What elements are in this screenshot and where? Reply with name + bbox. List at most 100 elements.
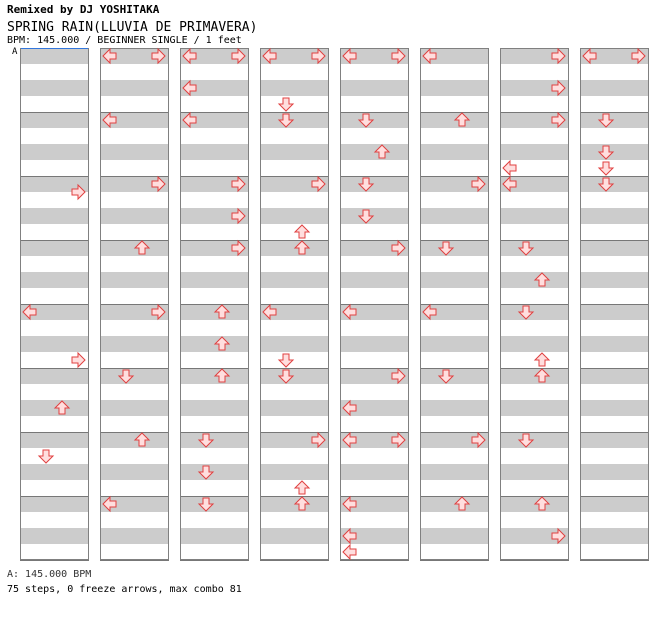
beat-stripe bbox=[20, 240, 89, 256]
right-arrow-icon bbox=[631, 47, 646, 65]
left-arrow-icon bbox=[422, 47, 437, 65]
bpm-legend: A: 145.000 BPM bbox=[7, 569, 92, 580]
beat-stripe bbox=[580, 368, 649, 384]
beat-stripe bbox=[260, 144, 329, 160]
beat-stripe bbox=[100, 48, 169, 64]
beat-stripe bbox=[500, 176, 569, 192]
left-arrow-icon bbox=[342, 495, 357, 513]
song-title: SPRING RAIN(LLUVIA DE PRIMAVERA) bbox=[7, 20, 258, 35]
beat-stripe bbox=[260, 176, 329, 192]
beat-stripe bbox=[260, 80, 329, 96]
right-arrow-icon bbox=[551, 47, 566, 65]
beat-stripe bbox=[420, 80, 489, 96]
beat-stripe bbox=[260, 400, 329, 416]
column-border bbox=[180, 48, 249, 560]
left-arrow-icon bbox=[342, 303, 357, 321]
beat-stripe bbox=[180, 240, 249, 256]
left-arrow-icon bbox=[182, 111, 197, 129]
up-arrow-icon bbox=[533, 352, 551, 367]
beat-stripe bbox=[260, 368, 329, 384]
beat-stripe bbox=[20, 464, 89, 480]
up-arrow-icon bbox=[293, 224, 311, 239]
up-arrow-icon bbox=[293, 240, 311, 255]
beat-stripe bbox=[580, 272, 649, 288]
beat-stripe bbox=[20, 176, 89, 192]
right-arrow-icon bbox=[311, 47, 326, 65]
beat-stripe bbox=[580, 112, 649, 128]
beat-stripe bbox=[100, 528, 169, 544]
beat-stripe bbox=[20, 112, 89, 128]
right-arrow-icon bbox=[551, 79, 566, 97]
right-arrow-icon bbox=[551, 527, 566, 545]
beat-stripe bbox=[500, 80, 569, 96]
left-arrow-icon bbox=[262, 47, 277, 65]
beat-stripe bbox=[180, 496, 249, 512]
beat-stripe bbox=[340, 304, 409, 320]
column-border bbox=[580, 48, 649, 560]
beat-stripe bbox=[20, 304, 89, 320]
beat-stripe bbox=[420, 144, 489, 160]
right-arrow-icon bbox=[391, 239, 406, 257]
left-arrow-icon bbox=[342, 47, 357, 65]
right-arrow-icon bbox=[391, 47, 406, 65]
column-border bbox=[260, 48, 329, 560]
beat-stripe bbox=[580, 80, 649, 96]
down-arrow-icon bbox=[277, 97, 295, 112]
beat-stripe bbox=[100, 176, 169, 192]
beat-stripe bbox=[260, 336, 329, 352]
right-arrow-icon bbox=[551, 111, 566, 129]
beat-stripe bbox=[340, 368, 409, 384]
beat-stripe bbox=[500, 432, 569, 448]
left-arrow-icon bbox=[502, 175, 517, 193]
beat-stripe bbox=[340, 400, 409, 416]
down-arrow-icon bbox=[597, 145, 615, 160]
beat-stripe bbox=[260, 432, 329, 448]
beat-stripe bbox=[580, 240, 649, 256]
left-arrow-icon bbox=[342, 431, 357, 449]
up-arrow-icon bbox=[453, 496, 471, 511]
beat-stripe bbox=[580, 304, 649, 320]
beat-stripe bbox=[100, 464, 169, 480]
left-arrow-icon bbox=[182, 47, 197, 65]
beat-stripe bbox=[340, 464, 409, 480]
beat-stripe bbox=[420, 176, 489, 192]
beat-stripe bbox=[580, 208, 649, 224]
up-arrow-icon bbox=[133, 240, 151, 255]
beat-stripe bbox=[580, 144, 649, 160]
left-arrow-icon bbox=[182, 79, 197, 97]
down-arrow-icon bbox=[197, 497, 215, 512]
left-arrow-icon bbox=[422, 303, 437, 321]
beat-stripe bbox=[180, 208, 249, 224]
beat-stripe bbox=[340, 112, 409, 128]
beat-stripe bbox=[20, 48, 89, 64]
down-arrow-icon bbox=[437, 241, 455, 256]
right-arrow-icon bbox=[71, 183, 86, 201]
beat-stripe bbox=[340, 496, 409, 512]
beat-stripe bbox=[500, 208, 569, 224]
beat-stripe bbox=[500, 400, 569, 416]
column-border bbox=[100, 48, 169, 560]
right-arrow-icon bbox=[151, 175, 166, 193]
beat-stripe bbox=[20, 336, 89, 352]
beat-stripe bbox=[180, 432, 249, 448]
step-statistics: 75 steps, 0 freeze arrows, max combo 81 bbox=[7, 584, 242, 595]
chart-column bbox=[180, 47, 249, 561]
beat-stripe bbox=[100, 304, 169, 320]
right-arrow-icon bbox=[391, 431, 406, 449]
beat-stripe bbox=[100, 272, 169, 288]
left-arrow-icon bbox=[102, 495, 117, 513]
left-arrow-icon bbox=[102, 47, 117, 65]
down-arrow-icon bbox=[277, 113, 295, 128]
beat-stripe bbox=[260, 272, 329, 288]
beat-stripe bbox=[420, 272, 489, 288]
down-arrow-icon bbox=[597, 177, 615, 192]
right-arrow-icon bbox=[311, 431, 326, 449]
beat-stripe bbox=[260, 528, 329, 544]
beat-stripe bbox=[100, 368, 169, 384]
beat-stripe bbox=[20, 144, 89, 160]
beat-stripe bbox=[420, 48, 489, 64]
left-arrow-icon bbox=[342, 543, 357, 561]
left-arrow-icon bbox=[342, 527, 357, 545]
beat-stripe bbox=[500, 144, 569, 160]
right-arrow-icon bbox=[231, 207, 246, 225]
